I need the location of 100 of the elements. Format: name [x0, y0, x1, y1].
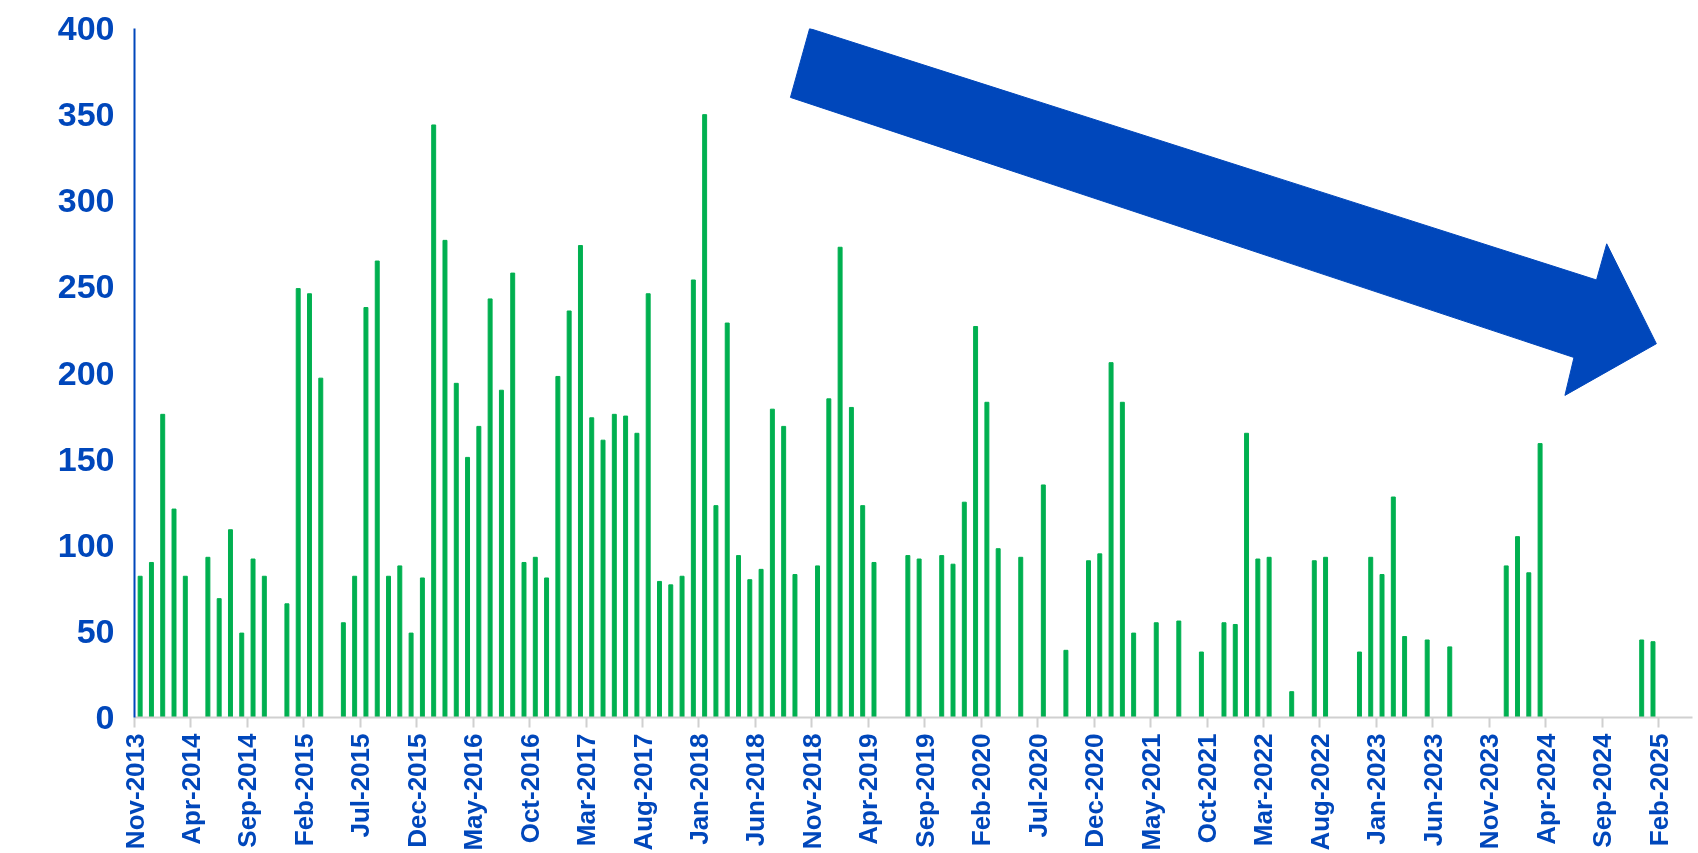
bar [1311, 560, 1317, 718]
x-tick-label: May-2016 [458, 733, 489, 851]
bar [1255, 558, 1261, 718]
bar [657, 580, 662, 718]
bar [419, 577, 425, 718]
x-tick-label: Jan-2018 [683, 733, 714, 845]
bar [837, 246, 843, 718]
bar [634, 432, 640, 718]
bar [386, 575, 391, 718]
y-tick-label: 350 [57, 95, 115, 134]
bar [498, 389, 504, 718]
bar [905, 555, 911, 718]
bar [1244, 432, 1250, 718]
x-tick-label: Jun-2018 [740, 733, 771, 847]
x-tick-label: Nov-2013 [119, 733, 150, 850]
x-tick-label: Jul-2020 [1022, 733, 1053, 838]
bar [1402, 636, 1408, 718]
bar [984, 401, 990, 718]
bar [1390, 496, 1396, 718]
bar [961, 501, 967, 718]
bar [1119, 401, 1125, 718]
bar [205, 556, 211, 718]
bar [476, 425, 482, 718]
bar [623, 415, 629, 718]
x-tick-label: Oct-2021 [1192, 733, 1223, 844]
bar [1424, 639, 1430, 718]
bar [239, 632, 245, 718]
bar [137, 575, 143, 718]
bar [1503, 565, 1509, 718]
bar [1040, 484, 1046, 718]
bar [148, 561, 154, 718]
bar [758, 568, 764, 718]
bar [1266, 556, 1272, 718]
bar [871, 561, 877, 718]
y-tick-label: 100 [57, 525, 115, 564]
bar [848, 406, 854, 718]
bar [397, 565, 403, 718]
bar [1108, 362, 1114, 718]
bar [611, 413, 617, 718]
bar [1368, 556, 1374, 718]
bar [702, 114, 708, 718]
x-tick-label: Nov-2018 [796, 733, 827, 850]
bar [465, 456, 471, 718]
x-tick-label: Aug-2017 [627, 733, 658, 851]
bar [1063, 649, 1069, 718]
bar [769, 408, 775, 718]
bar [1639, 639, 1645, 718]
bar [374, 260, 380, 718]
bar [747, 579, 753, 718]
bar [555, 375, 561, 718]
y-tick-label: 300 [57, 181, 115, 220]
bar [1198, 651, 1204, 718]
bar [679, 575, 685, 718]
bar [577, 245, 583, 718]
bar [1131, 632, 1137, 718]
bar [781, 425, 787, 718]
bar [1086, 560, 1091, 718]
x-tick-label: Dec-2015 [401, 733, 432, 848]
bar [1232, 623, 1238, 718]
bar [860, 505, 866, 718]
bar [1097, 553, 1103, 718]
bar [318, 377, 324, 718]
bar [307, 293, 312, 718]
y-tick-label: 150 [57, 439, 115, 478]
x-tick-label: Mar-2022 [1248, 733, 1279, 847]
bar [589, 417, 595, 718]
bar [713, 505, 719, 718]
bar [284, 603, 290, 718]
bar [1176, 620, 1182, 718]
bar [690, 279, 696, 718]
bar [1289, 691, 1295, 718]
bar [939, 555, 945, 718]
bar [352, 575, 358, 718]
x-tick-label: Sep-2019 [909, 733, 940, 848]
x-tick-label: Dec-2020 [1079, 733, 1110, 848]
bar [1018, 556, 1024, 718]
y-tick-label: 400 [57, 9, 115, 47]
bar [668, 584, 674, 718]
bar [171, 508, 177, 718]
bar [600, 439, 606, 718]
x-tick-label: Mar-2017 [571, 733, 602, 847]
x-tick-label: Jan-2023 [1361, 733, 1392, 845]
y-tick-label: 200 [57, 353, 115, 392]
bar [1526, 572, 1532, 718]
x-tick-label: Sep-2014 [232, 732, 263, 848]
bar [1447, 646, 1453, 718]
bar [645, 293, 651, 718]
bar [792, 574, 798, 718]
x-tick-label: Oct-2016 [514, 733, 545, 844]
bar [826, 398, 832, 718]
x-tick-label: Feb-2025 [1643, 733, 1674, 847]
x-tick-label: Feb-2020 [966, 733, 997, 847]
x-tick-label: Jun-2023 [1417, 733, 1448, 847]
bar [1221, 622, 1227, 718]
bar [182, 575, 188, 718]
x-tick-label: Feb-2015 [288, 733, 319, 847]
bar [995, 548, 1001, 718]
bar [227, 529, 233, 718]
y-tick-label: 0 [95, 698, 115, 736]
x-tick-label: Sep-2024 [1587, 732, 1618, 848]
